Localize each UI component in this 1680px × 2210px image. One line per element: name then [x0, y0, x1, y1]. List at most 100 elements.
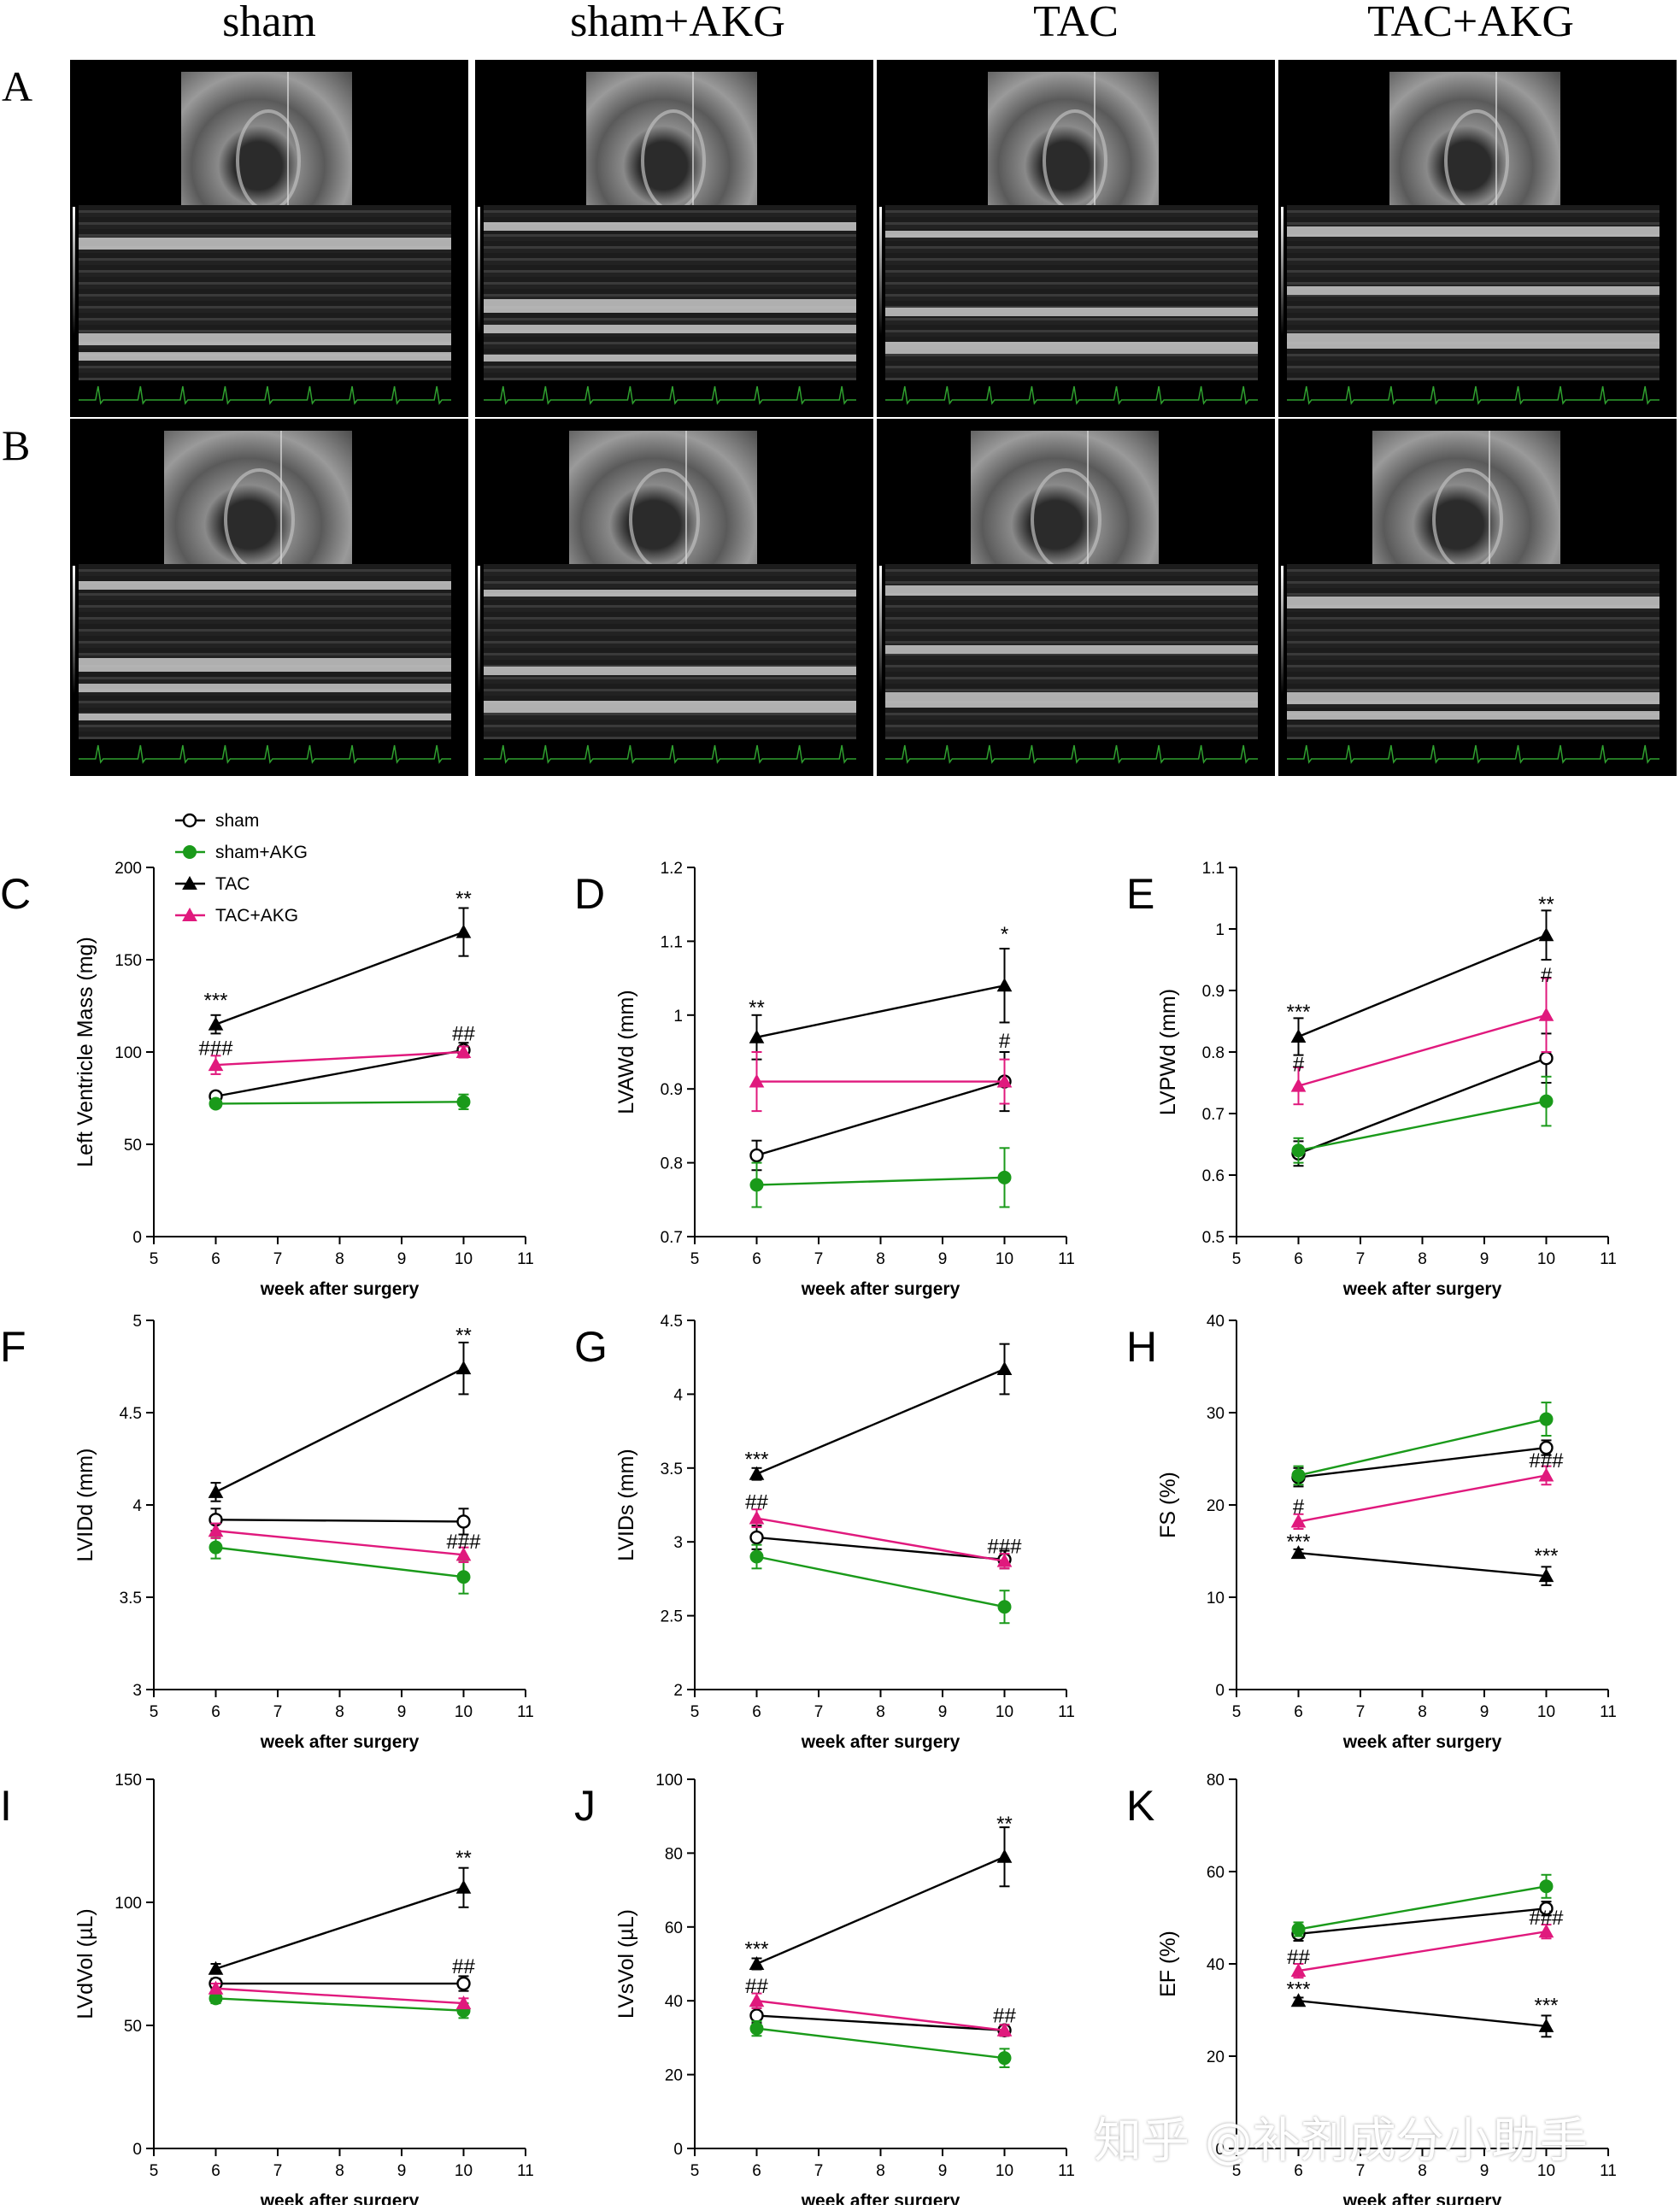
- significance-label: ##: [745, 1491, 768, 1514]
- series-TAC+AKG: [749, 1051, 1013, 1113]
- data-point: [456, 1514, 471, 1529]
- y-tick-label: 60: [665, 1919, 683, 1937]
- x-axis-label: week after surgery: [801, 1279, 960, 1299]
- series-line: [1298, 1931, 1547, 1972]
- data-point: [1539, 1412, 1554, 1426]
- y-tick-label: 20: [1207, 1497, 1225, 1515]
- ecg-trace: [79, 742, 451, 767]
- y-tick-label: 0.7: [1202, 1106, 1225, 1124]
- data-point: [1291, 1143, 1306, 1158]
- x-tick-label: 6: [752, 1703, 761, 1721]
- series-sham+AKG: [749, 2019, 1012, 2068]
- m-mode-trace: [484, 205, 856, 380]
- echo-image-a-1: [70, 60, 468, 417]
- series-TAC: [1290, 909, 1554, 1056]
- data-point: [455, 1361, 472, 1375]
- y-tick-label: 20: [1207, 2048, 1225, 2066]
- y-tick-label: 40: [1207, 1956, 1225, 1974]
- watermark: 知乎 @补剂成分小助手: [1094, 2113, 1588, 2169]
- chart-D: D 0.7 0.8 0.9 1 1.1 1.2 5 6 7 8 9 10 11 week after sur…: [574, 860, 1075, 1299]
- x-tick-label: 10: [455, 1703, 473, 1721]
- significance-label: ###: [198, 1037, 233, 1061]
- x-tick-label: 6: [1294, 1250, 1303, 1268]
- x-tick-label: 11: [1058, 1250, 1075, 1268]
- significance-label: #: [999, 1030, 1011, 1053]
- x-tick-label: 8: [1418, 2162, 1427, 2180]
- y-tick-label: 0.9: [661, 1081, 683, 1099]
- y-tick-label: 0: [1215, 1682, 1225, 1700]
- series-line: [215, 1987, 464, 2005]
- legend-marker-0: [182, 813, 197, 828]
- series-sham+AKG: [749, 1147, 1012, 1208]
- gray-scale-bar: [478, 566, 480, 694]
- panel-letter: I: [0, 1782, 12, 1830]
- data-point: [749, 1466, 765, 1480]
- x-tick-label: 6: [211, 2162, 220, 2180]
- x-tick-label: 6: [752, 2162, 761, 2180]
- series-line: [756, 1555, 1005, 1608]
- series-TAC: [749, 1343, 1013, 1481]
- x-tick-label: 8: [1418, 1703, 1427, 1721]
- significance-label: **: [1538, 893, 1554, 916]
- panel-letter: H: [1126, 1323, 1157, 1371]
- x-tick-label: 5: [690, 1703, 700, 1721]
- series-sham+AKG: [749, 1543, 1012, 1625]
- x-tick-label: 6: [1294, 1703, 1303, 1721]
- series-line: [1298, 1907, 1547, 1936]
- x-tick-label: 7: [814, 1250, 824, 1268]
- legend-marker-2: [182, 875, 197, 890]
- gray-scale-bar: [1281, 566, 1283, 694]
- data-point: [1290, 1545, 1307, 1560]
- gray-scale-bar: [879, 207, 882, 335]
- x-axis-label: week after surgery: [801, 1732, 960, 1752]
- y-tick-label: 0: [132, 2141, 142, 2159]
- series-TAC+AKG: [749, 1508, 1013, 1570]
- x-tick-label: 11: [1058, 1703, 1075, 1721]
- series-TAC: [749, 948, 1013, 1061]
- x-tick-label: 7: [1356, 2162, 1366, 2180]
- significance-label: ###: [1529, 1449, 1564, 1472]
- series-line: [1298, 1446, 1547, 1478]
- series-TAC: [208, 1866, 472, 1975]
- x-tick-label: 5: [150, 2162, 159, 2180]
- y-tick-label: 3.5: [661, 1461, 683, 1478]
- data-point: [1290, 1993, 1307, 2007]
- y-axis-label: LVdVol (µL): [73, 1908, 97, 2019]
- data-point: [996, 1553, 1013, 1567]
- series-sham: [209, 1042, 471, 1104]
- x-tick-label: 9: [1480, 1250, 1489, 1268]
- y-tick-label: 200: [115, 860, 142, 878]
- x-tick-label: 8: [335, 2162, 344, 2180]
- y-tick-label: 40: [1207, 1313, 1225, 1331]
- y-axis-label: Left Ventricle Mass (mg): [73, 937, 97, 1167]
- significance-label: ***: [1286, 1531, 1310, 1554]
- y-tick-label: 5: [132, 1313, 142, 1331]
- series-TAC: [208, 1341, 472, 1502]
- series-TAC+AKG: [208, 1043, 472, 1075]
- ecg-trace: [79, 383, 451, 408]
- echo-image-b-4: [1278, 419, 1677, 776]
- data-point: [455, 1879, 472, 1894]
- x-axis-label: week after surgery: [260, 1279, 420, 1299]
- panel-letter: F: [0, 1323, 26, 1371]
- x-tick-label: 10: [1537, 2162, 1555, 2180]
- data-point: [208, 1980, 224, 1995]
- series-line: [215, 1886, 464, 1970]
- y-tick-label: 1: [673, 1008, 683, 1026]
- ecg-trace: [484, 742, 856, 767]
- y-tick-label: 0.6: [1202, 1167, 1225, 1185]
- x-tick-label: 8: [1418, 1250, 1427, 1268]
- series-line: [1298, 1057, 1547, 1155]
- significance-label: ##: [993, 2004, 1016, 2027]
- x-axis-label: week after surgery: [260, 1732, 420, 1752]
- echo-image-a-3: [877, 60, 1275, 417]
- y-tick-label: 100: [115, 1044, 142, 1062]
- y-tick-label: 3: [132, 1682, 142, 1700]
- data-point: [456, 1976, 471, 1991]
- data-point: [1290, 1963, 1307, 1978]
- data-point: [997, 1600, 1012, 1614]
- x-tick-label: 7: [814, 1703, 824, 1721]
- significance-label: #: [1293, 1496, 1305, 1519]
- data-point: [1539, 1901, 1554, 1916]
- y-tick-label: 1.1: [661, 933, 683, 951]
